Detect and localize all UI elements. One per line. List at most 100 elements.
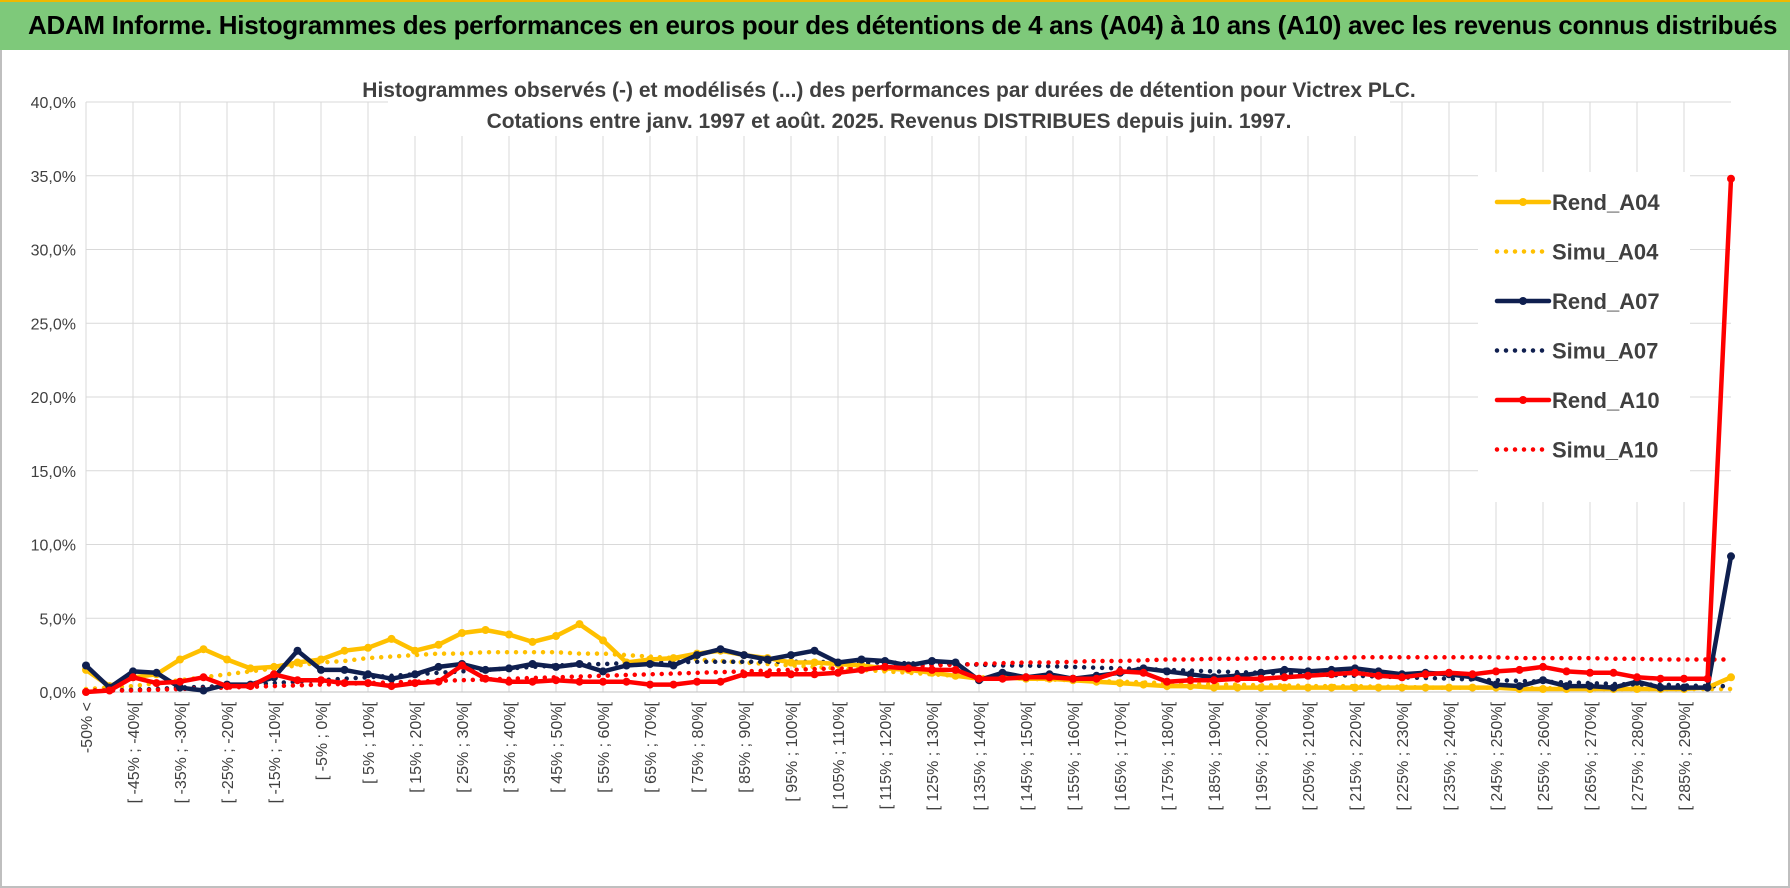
legend-label-simu-a07: Simu_A07 (1552, 339, 1658, 364)
data-point-rend-a04 (1374, 683, 1383, 692)
data-point-rend-a10 (528, 677, 537, 686)
legend-label-simu-a10: Simu_A10 (1552, 438, 1658, 463)
legend-label-rend-a04: Rend_A04 (1552, 190, 1660, 215)
x-tick-label: [ -15% ; -10%[ (267, 701, 284, 803)
data-point-rend-a07 (599, 667, 607, 676)
y-tick-label: 20,0% (31, 390, 76, 407)
data-point-rend-a07 (434, 662, 443, 671)
data-point-rend-a10 (270, 670, 278, 679)
data-point-rend-a04 (1468, 683, 1477, 692)
data-point-rend-a07 (82, 661, 90, 670)
data-point-rend-a04 (270, 662, 278, 671)
y-tick-label: 15,0% (31, 464, 76, 481)
data-point-rend-a07 (716, 645, 725, 654)
data-point-rend-a04 (951, 671, 960, 680)
legend-marker-rend-a07 (1519, 297, 1527, 305)
data-point-rend-a04 (1445, 683, 1453, 692)
x-tick-label: [ 55% ; 60%[ (596, 701, 613, 792)
x-tick-label: [ -25% ; -20%[ (220, 701, 237, 803)
data-point-rend-a10 (575, 677, 584, 686)
y-tick-label: 30,0% (31, 243, 76, 260)
x-tick-label: [ -35% ; -30%[ (173, 701, 190, 803)
data-point-rend-a07 (199, 686, 208, 695)
legend-marker-rend-a04 (1519, 198, 1527, 206)
data-point-rend-a04 (387, 634, 396, 643)
data-point-rend-a10 (481, 674, 490, 683)
data-point-rend-a04 (1327, 683, 1336, 692)
data-point-rend-a10 (1280, 673, 1289, 682)
data-point-rend-a04 (199, 645, 208, 654)
data-point-rend-a04 (1280, 683, 1289, 692)
data-point-rend-a10 (1421, 670, 1430, 679)
data-point-rend-a10 (340, 679, 349, 688)
x-tick-label: [ 35% ; 40%[ (502, 701, 519, 792)
data-point-rend-a10 (1515, 665, 1524, 674)
data-point-rend-a10 (1609, 668, 1618, 677)
data-point-rend-a07 (1727, 552, 1735, 561)
data-point-rend-a04 (293, 658, 302, 667)
y-tick-label: 25,0% (31, 316, 76, 333)
x-tick-label: [ 25% ; 30%[ (455, 701, 472, 792)
data-point-rend-a04 (787, 658, 795, 667)
data-point-rend-a10 (763, 670, 772, 679)
data-point-rend-a04 (1186, 682, 1195, 691)
data-point-rend-a10 (693, 677, 701, 686)
data-point-rend-a10 (1045, 673, 1054, 682)
data-point-rend-a07 (669, 661, 678, 670)
x-tick-label: [ 275% ; 280%[ (1630, 701, 1647, 810)
x-tick-label: [ 5% ; 10%[ (361, 701, 378, 783)
data-point-rend-a10 (364, 679, 372, 688)
data-point-rend-a10 (646, 680, 654, 689)
data-point-rend-a10 (1703, 674, 1712, 683)
x-tick-label: [ 225% ; 230%[ (1395, 701, 1412, 810)
data-point-rend-a07 (763, 655, 772, 664)
chart-subtitle: Cotations entre janv. 1997 et août. 2025… (487, 110, 1292, 133)
data-point-rend-a04 (1633, 685, 1641, 693)
y-tick-label: 5,0% (40, 611, 76, 628)
data-point-rend-a10 (434, 677, 443, 686)
data-point-rend-a10 (1656, 674, 1665, 683)
data-point-rend-a04 (176, 655, 184, 664)
data-point-rend-a10 (129, 673, 137, 682)
data-point-rend-a04 (340, 646, 349, 655)
data-point-rend-a10 (787, 670, 795, 679)
data-point-rend-a07 (881, 657, 889, 665)
data-point-rend-a04 (1233, 683, 1242, 692)
data-point-rend-a10 (1116, 667, 1124, 676)
data-point-rend-a10 (1233, 674, 1242, 683)
data-point-rend-a04 (599, 636, 607, 645)
data-point-rend-a07 (1163, 667, 1171, 676)
data-point-rend-a10 (387, 682, 396, 691)
data-point-rend-a10 (552, 676, 560, 685)
x-tick-label: [ 95% ; 100%[ (784, 701, 801, 801)
data-point-rend-a10 (246, 682, 255, 691)
data-point-rend-a07 (552, 662, 560, 671)
data-point-rend-a10 (152, 679, 161, 688)
data-point-rend-a10 (810, 670, 819, 679)
data-point-rend-a10 (928, 665, 936, 674)
data-point-rend-a10 (740, 670, 748, 679)
x-tick-label: [ 265% ; 270%[ (1583, 701, 1600, 810)
data-point-rend-a07 (340, 665, 349, 674)
data-point-rend-a07 (928, 657, 936, 665)
data-point-rend-a10 (1092, 674, 1101, 683)
data-point-rend-a04 (505, 630, 513, 639)
data-point-rend-a07 (834, 658, 842, 667)
data-point-rend-a10 (1398, 673, 1406, 682)
data-point-rend-a10 (1186, 676, 1195, 685)
data-point-rend-a10 (1163, 677, 1171, 686)
data-point-rend-a10 (411, 679, 419, 688)
x-tick-label: [ 175% ; 180%[ (1160, 701, 1177, 810)
data-point-rend-a07 (1586, 682, 1594, 691)
data-point-rend-a04 (246, 664, 255, 673)
data-point-rend-a10 (1539, 662, 1547, 671)
x-tick-label: [ 15% ; 20%[ (408, 701, 425, 792)
data-point-rend-a10 (834, 668, 842, 677)
data-point-rend-a10 (1680, 674, 1688, 683)
data-point-rend-a10 (199, 673, 208, 682)
data-point-rend-a10 (1257, 674, 1265, 683)
data-point-rend-a10 (716, 677, 725, 686)
x-tick-label: [ 235% ; 240%[ (1442, 701, 1459, 810)
data-point-rend-a04 (552, 632, 560, 640)
data-point-rend-a07 (317, 665, 325, 674)
